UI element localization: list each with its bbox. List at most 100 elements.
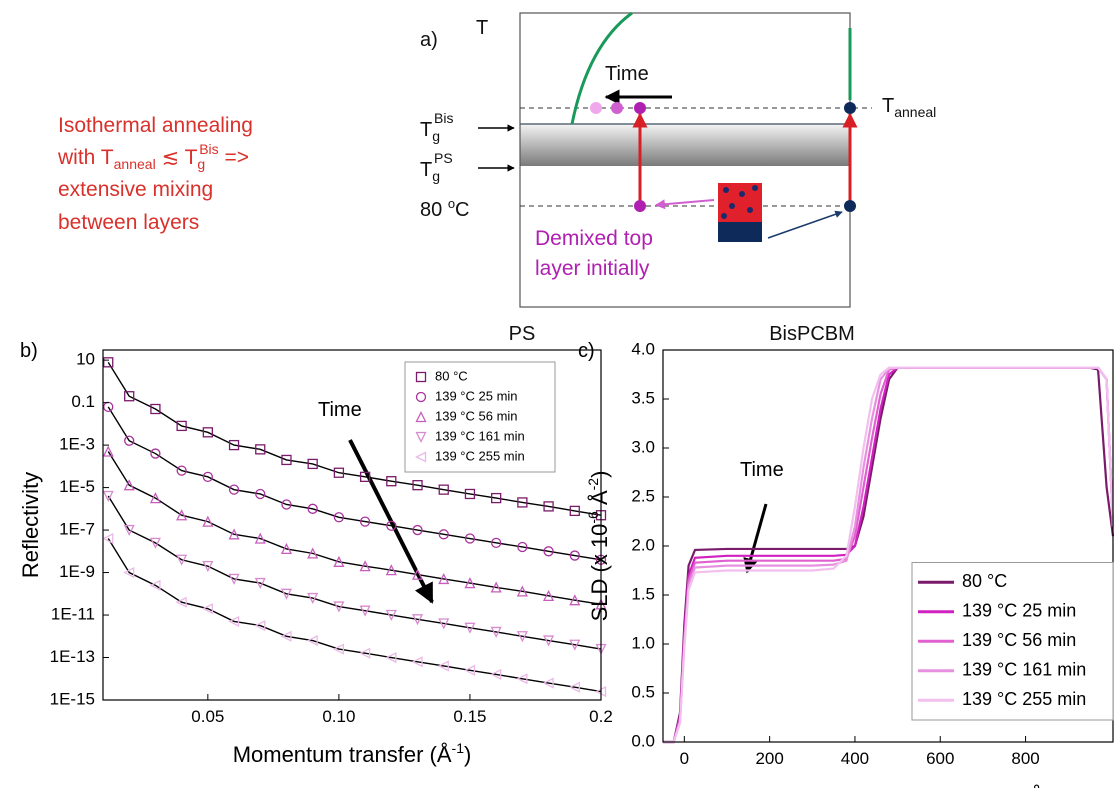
marker xyxy=(569,594,581,606)
marker xyxy=(386,520,397,531)
label-text: 80 xyxy=(420,199,448,221)
marker xyxy=(228,573,240,585)
marker xyxy=(255,488,266,500)
dot xyxy=(723,187,729,193)
marker xyxy=(307,547,319,559)
marker xyxy=(490,626,502,638)
label-sup: PS xyxy=(434,150,453,166)
note: Demixed top xyxy=(535,227,653,250)
marker xyxy=(333,601,345,613)
marker xyxy=(149,492,161,504)
marker xyxy=(280,542,293,555)
glass-band xyxy=(520,124,850,166)
marker xyxy=(464,622,476,634)
marker xyxy=(307,503,318,514)
y-tick-label: 1E-5 xyxy=(59,477,95,496)
x-tick-label: 0.15 xyxy=(453,707,486,726)
y-axis-label: Reflectivity xyxy=(18,472,43,578)
marker xyxy=(463,664,476,676)
marker xyxy=(491,492,502,504)
marker xyxy=(307,592,319,605)
dot xyxy=(634,200,646,212)
marker xyxy=(123,566,135,579)
marker xyxy=(150,403,161,415)
time-label: Time xyxy=(605,63,649,85)
legend-label: 139 °C 161 min xyxy=(962,660,1086,680)
marker xyxy=(228,439,240,451)
y-tick-label: 1E-11 xyxy=(51,605,95,624)
marker xyxy=(102,532,114,545)
pink-arrow xyxy=(655,199,715,210)
legend-label: 139 °C 255 min xyxy=(435,448,525,463)
y-tick-label: 1E-7 xyxy=(59,520,95,539)
y-tick-label: 3.0 xyxy=(631,437,655,456)
y-axis-label-text: ) xyxy=(587,471,612,478)
dot xyxy=(729,203,735,209)
marker xyxy=(415,391,427,403)
marker xyxy=(359,647,371,659)
panel-label: a) xyxy=(420,29,438,51)
t-anneal-label: Tanneal xyxy=(882,95,936,120)
x-tick-label: 400 xyxy=(841,749,869,768)
annotation-line: extensive mixing xyxy=(58,178,213,201)
marker xyxy=(438,618,450,630)
y-tick-label: 1E-9 xyxy=(59,562,95,581)
label-sub: g xyxy=(432,128,440,144)
marker xyxy=(202,427,213,438)
marker xyxy=(437,660,449,672)
navy-arrow xyxy=(767,210,843,239)
marker xyxy=(123,524,135,537)
marker xyxy=(102,445,114,457)
marker xyxy=(569,550,580,561)
y-tick-label: 10 xyxy=(76,350,95,369)
left-label: PS xyxy=(509,323,536,345)
marker xyxy=(517,541,528,553)
x-axis-label: Distance from sample surface (Å) xyxy=(725,784,1051,788)
marker xyxy=(202,561,214,573)
marker xyxy=(176,554,188,566)
x-axis-label-text: Momentum transfer (Å xyxy=(233,742,452,767)
marker xyxy=(490,581,502,593)
annotation-sub: anneal xyxy=(114,156,156,172)
green-curve xyxy=(570,11,633,125)
axis-label: T xyxy=(476,17,488,39)
legend-label: 139 °C 25 min xyxy=(435,388,518,403)
marker xyxy=(543,546,554,557)
marker xyxy=(438,529,449,540)
marker xyxy=(333,555,345,567)
marker xyxy=(201,603,213,615)
marker xyxy=(102,490,114,502)
marker xyxy=(176,509,188,521)
label-sup: o xyxy=(448,196,455,211)
time-annotation: Time xyxy=(740,459,784,481)
marker xyxy=(255,444,266,455)
dot xyxy=(747,207,753,213)
series-line xyxy=(107,451,602,605)
x-axis-label-sup: -1 xyxy=(452,740,465,756)
label-text: C xyxy=(455,199,469,221)
marker xyxy=(386,476,397,487)
marker xyxy=(491,537,502,549)
marker xyxy=(415,371,427,383)
marker xyxy=(123,479,135,491)
marker xyxy=(359,471,371,483)
diagram: a) T Time Tg Bis Tg PS 80 oC Tanneal Demix… xyxy=(420,11,936,345)
annotation-sub: g xyxy=(197,156,205,172)
annotation-line: between layers xyxy=(58,211,199,234)
x-axis-label-text: Distance from sample surface (Å) xyxy=(725,784,1051,788)
label-text: T xyxy=(882,95,894,117)
y-tick-label: 1.5 xyxy=(631,584,655,603)
marker xyxy=(280,630,292,642)
y-tick-label: 1E-3 xyxy=(59,435,95,454)
annotation-text: with T xyxy=(57,146,114,169)
legend-label: 80 °C xyxy=(435,368,468,383)
marker xyxy=(175,596,187,608)
marker xyxy=(464,488,476,500)
label-sub: anneal xyxy=(894,104,936,120)
dot xyxy=(844,200,856,212)
marker xyxy=(359,605,371,617)
label-text: T xyxy=(420,159,432,181)
marker xyxy=(149,537,161,549)
marker xyxy=(202,471,213,483)
marker xyxy=(149,579,161,591)
